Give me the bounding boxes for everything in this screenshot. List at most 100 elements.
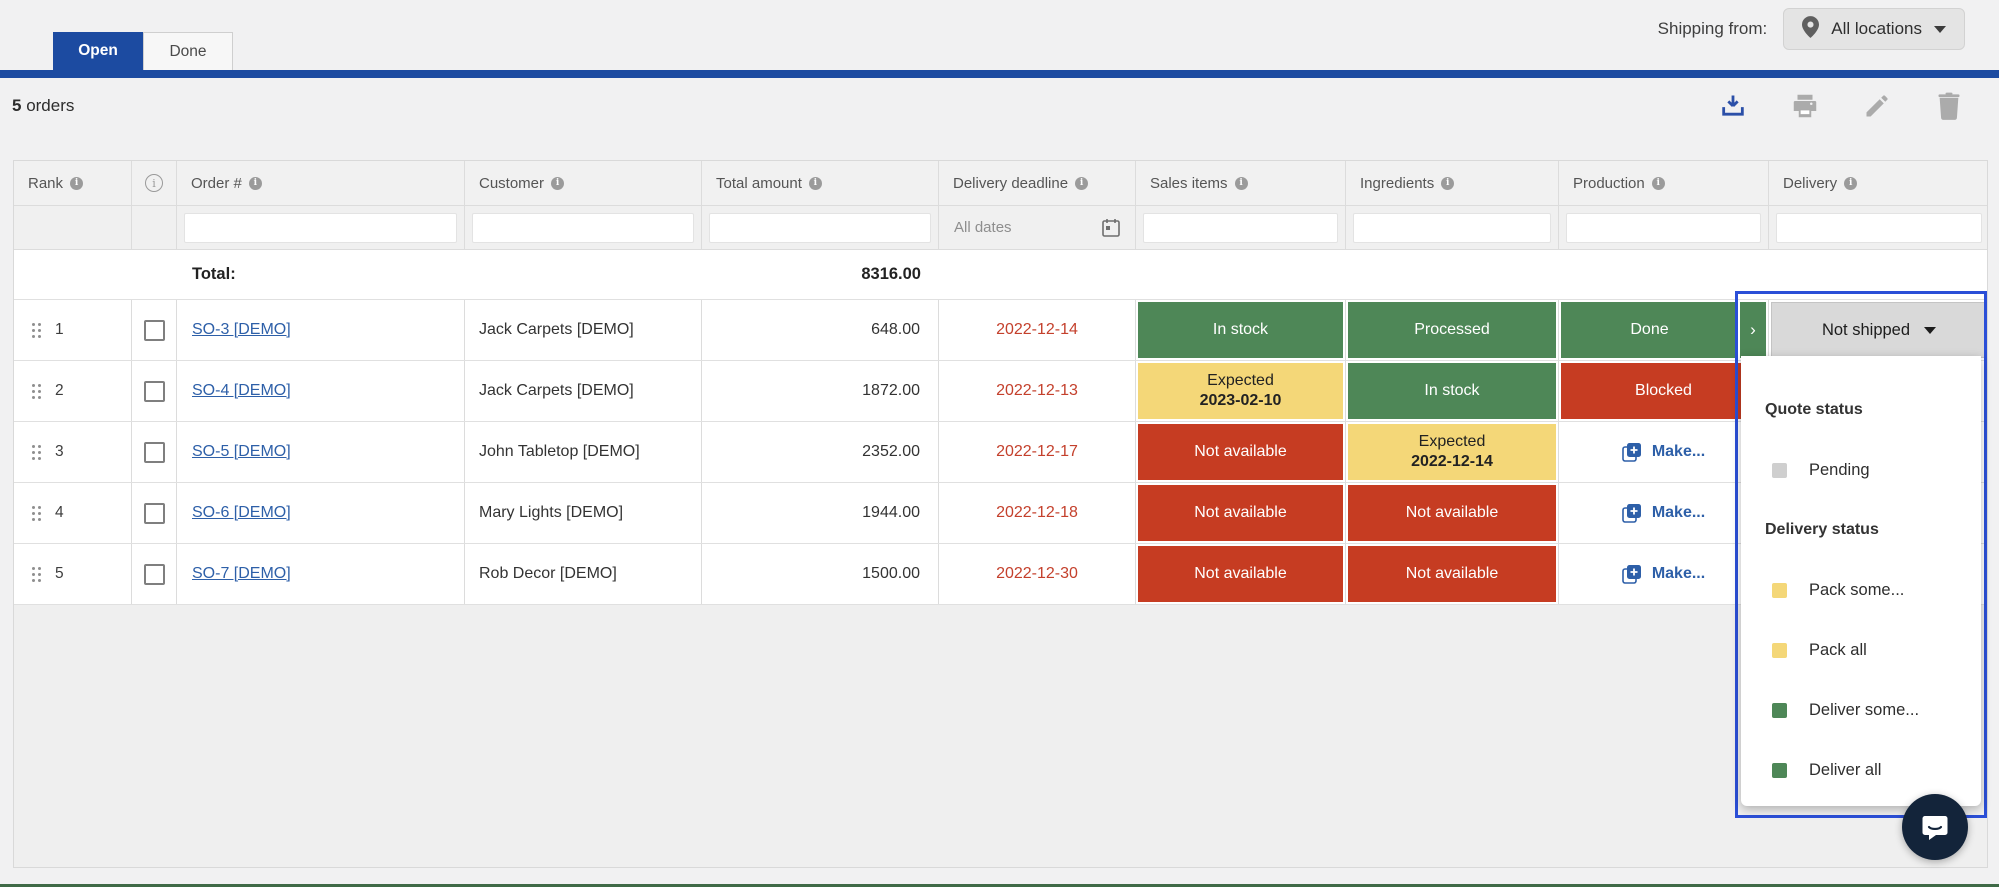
info-icon[interactable] bbox=[1075, 176, 1089, 190]
edit-button[interactable] bbox=[1861, 90, 1893, 122]
row-checkbox[interactable] bbox=[143, 441, 165, 463]
production-status[interactable]: Blocked bbox=[1561, 363, 1766, 419]
chevron-down-icon bbox=[1934, 25, 1946, 33]
download-button[interactable] bbox=[1717, 90, 1749, 122]
ingredients-status[interactable]: Expected 2022-12-14 bbox=[1348, 424, 1556, 480]
date-range-filter[interactable]: All dates bbox=[946, 218, 1128, 237]
production-make-cell[interactable]: Make... bbox=[1559, 422, 1769, 482]
row-checkbox[interactable] bbox=[143, 563, 165, 585]
order-link[interactable]: SO-5 [DEMO] bbox=[192, 443, 291, 460]
customer-filter-input[interactable] bbox=[472, 212, 694, 243]
sales-status[interactable]: Not available bbox=[1138, 546, 1343, 602]
make-link[interactable]: Make... bbox=[1651, 504, 1706, 521]
info-icon[interactable] bbox=[1844, 176, 1858, 190]
drag-handle-icon[interactable] bbox=[32, 444, 41, 460]
total-amount-filter-input[interactable] bbox=[709, 212, 931, 243]
sales-status[interactable]: Expected 2023-02-10 bbox=[1138, 363, 1343, 419]
column-label: Order # bbox=[191, 174, 242, 192]
shipping-from: Shipping from: All locations bbox=[1658, 8, 1965, 50]
drag-handle-icon[interactable] bbox=[32, 505, 41, 521]
column-header-delivery[interactable]: Delivery bbox=[1769, 161, 1989, 205]
drag-handle-icon[interactable] bbox=[32, 566, 41, 582]
location-selector-button[interactable]: All locations bbox=[1783, 8, 1965, 50]
ingredients-status[interactable]: In stock bbox=[1348, 363, 1556, 419]
dropdown-item-label: Pack some... bbox=[1809, 580, 1905, 599]
filter-row: All dates bbox=[14, 206, 1987, 250]
column-label: Delivery bbox=[1783, 174, 1838, 192]
ingredients-status[interactable]: Processed bbox=[1348, 302, 1556, 358]
column-header-production[interactable]: Production bbox=[1559, 161, 1769, 205]
tab-done[interactable]: Done bbox=[143, 32, 233, 70]
chevron-down-icon bbox=[1924, 326, 1937, 334]
calendar-icon[interactable] bbox=[1102, 218, 1120, 237]
order-filter-input[interactable] bbox=[184, 212, 457, 243]
make-link[interactable]: Make... bbox=[1651, 443, 1706, 460]
sales-status[interactable]: Not available bbox=[1138, 485, 1343, 541]
info-icon[interactable] bbox=[808, 176, 822, 190]
info-icon[interactable] bbox=[1441, 176, 1455, 190]
production-status[interactable]: Done bbox=[1561, 302, 1738, 358]
order-link[interactable]: SO-4 [DEMO] bbox=[192, 382, 291, 399]
sales-status[interactable]: In stock bbox=[1138, 302, 1343, 358]
sales-items-filter-input[interactable] bbox=[1143, 212, 1338, 243]
production-filter-input[interactable] bbox=[1566, 212, 1761, 243]
order-link[interactable]: SO-6 [DEMO] bbox=[192, 504, 291, 521]
customer-cell: Rob Decor [DEMO] bbox=[465, 544, 702, 604]
info-icon[interactable] bbox=[551, 176, 565, 190]
row-checkbox[interactable] bbox=[143, 502, 165, 524]
dropdown-item-deliver-all[interactable]: Deliver all bbox=[1741, 740, 1981, 800]
spacer bbox=[465, 250, 702, 299]
info-icon[interactable] bbox=[1651, 176, 1665, 190]
sales-status[interactable]: Not available bbox=[1138, 424, 1343, 480]
order-cell: SO-4 [DEMO] bbox=[177, 361, 465, 421]
sales-status-cell: Not available bbox=[1136, 483, 1346, 543]
checkbox-cell bbox=[132, 544, 177, 604]
column-header-ingredients[interactable]: Ingredients bbox=[1346, 161, 1559, 205]
row-checkbox[interactable] bbox=[143, 319, 165, 341]
filter-sales-items bbox=[1136, 206, 1346, 249]
column-header-sales-items[interactable]: Sales items bbox=[1136, 161, 1346, 205]
ingredients-filter-input[interactable] bbox=[1353, 212, 1551, 243]
info-icon[interactable] bbox=[70, 176, 84, 190]
column-header-rank[interactable]: Rank bbox=[14, 161, 132, 205]
column-header-info[interactable] bbox=[132, 161, 177, 205]
ingredients-status[interactable]: Not available bbox=[1348, 485, 1556, 541]
rank-value: 4 bbox=[55, 504, 64, 521]
column-header-order[interactable]: Order # bbox=[177, 161, 465, 205]
expand-chevron-icon[interactable]: › bbox=[1740, 302, 1766, 358]
rank-value: 2 bbox=[55, 382, 64, 399]
dropdown-item-pack-some[interactable]: Pack some... bbox=[1741, 560, 1981, 620]
chat-widget-button[interactable] bbox=[1902, 794, 1968, 860]
order-link[interactable]: SO-3 [DEMO] bbox=[192, 321, 291, 338]
column-header-total-amount[interactable]: Total amount bbox=[702, 161, 939, 205]
drag-handle-icon[interactable] bbox=[32, 383, 41, 399]
delete-button[interactable] bbox=[1933, 90, 1965, 122]
column-header-delivery-deadline[interactable]: Delivery deadline bbox=[939, 161, 1136, 205]
customer-cell: Jack Carpets [DEMO] bbox=[465, 300, 702, 360]
make-link[interactable]: Make... bbox=[1651, 565, 1706, 582]
rank-cell: 5 bbox=[14, 544, 132, 604]
dropdown-item-pending[interactable]: Pending bbox=[1741, 440, 1981, 500]
info-icon[interactable] bbox=[1234, 176, 1248, 190]
delivery-status-dropdown-button[interactable]: Not shipped bbox=[1771, 302, 1987, 358]
dropdown-item-deliver-some[interactable]: Deliver some... bbox=[1741, 680, 1981, 740]
ingredients-status[interactable]: Not available bbox=[1348, 546, 1556, 602]
production-make-cell[interactable]: Make... bbox=[1559, 483, 1769, 543]
amount-cell: 2352.00 bbox=[702, 422, 939, 482]
drag-handle-icon[interactable] bbox=[32, 322, 41, 338]
dropdown-item-label: Deliver all bbox=[1809, 760, 1882, 779]
delivery-filter-input[interactable] bbox=[1776, 212, 1982, 243]
row-checkbox[interactable] bbox=[143, 380, 165, 402]
dropdown-item-pack-all[interactable]: Pack all bbox=[1741, 620, 1981, 680]
order-link[interactable]: SO-7 [DEMO] bbox=[192, 565, 291, 582]
print-button[interactable] bbox=[1789, 90, 1821, 122]
add-document-icon bbox=[1622, 504, 1641, 523]
column-header-customer[interactable]: Customer bbox=[465, 161, 702, 205]
deadline-cell: 2022-12-17 bbox=[939, 422, 1136, 482]
rank-value: 3 bbox=[55, 443, 64, 460]
info-circle-icon[interactable] bbox=[145, 174, 163, 192]
production-make-cell[interactable]: Make... bbox=[1559, 544, 1769, 604]
deadline-cell: 2022-12-14 bbox=[939, 300, 1136, 360]
tab-open[interactable]: Open bbox=[53, 32, 143, 70]
info-icon[interactable] bbox=[248, 176, 262, 190]
